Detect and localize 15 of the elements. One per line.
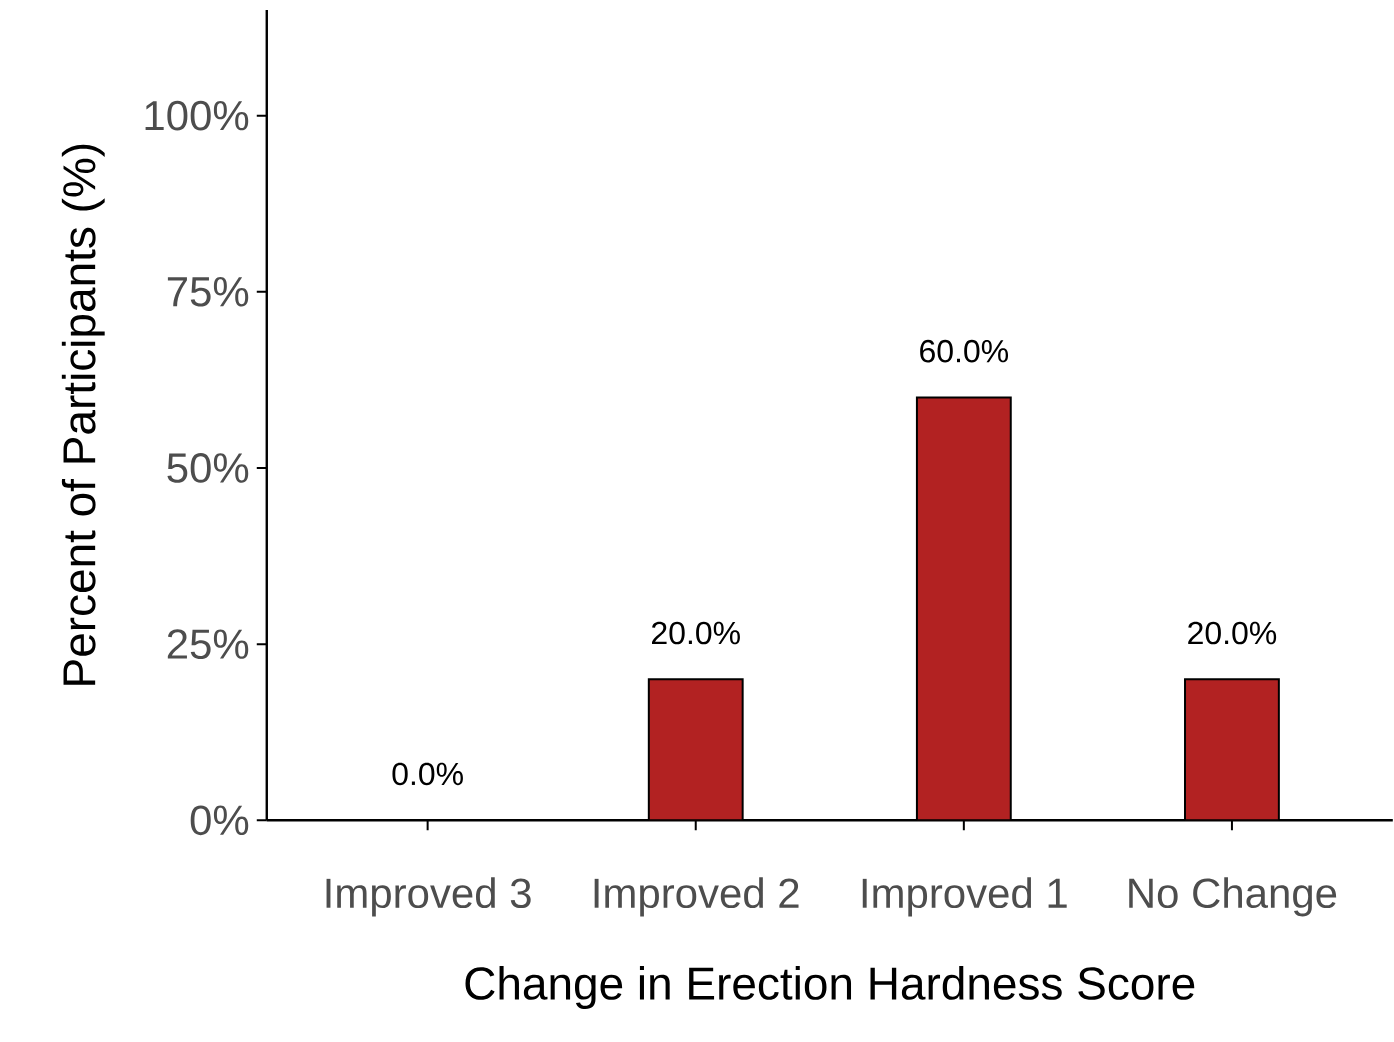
y-tick-label: 25% xyxy=(167,629,249,659)
x-tick-label: Improved 1 xyxy=(862,877,1067,917)
x-tick-label: Improved 2 xyxy=(594,877,799,917)
y-axis-title: Percent of Participants (%) xyxy=(61,144,105,685)
y-tick-label: 50% xyxy=(167,453,249,483)
x-axis-title: Change in Erection Hardness Score xyxy=(465,966,1195,1009)
data-label: 0.0% xyxy=(392,762,463,786)
data-label: 60.0% xyxy=(920,339,1009,363)
data-label: 20.0% xyxy=(1188,621,1277,645)
data-label: 20.0% xyxy=(652,621,740,645)
y-tick-label: 75% xyxy=(167,277,249,307)
y-tick-label: 0% xyxy=(190,805,249,836)
x-tick-label: Improved 3 xyxy=(326,877,531,917)
x-tick-label: No Change xyxy=(1129,877,1337,917)
y-tick-label: 100% xyxy=(145,100,249,131)
